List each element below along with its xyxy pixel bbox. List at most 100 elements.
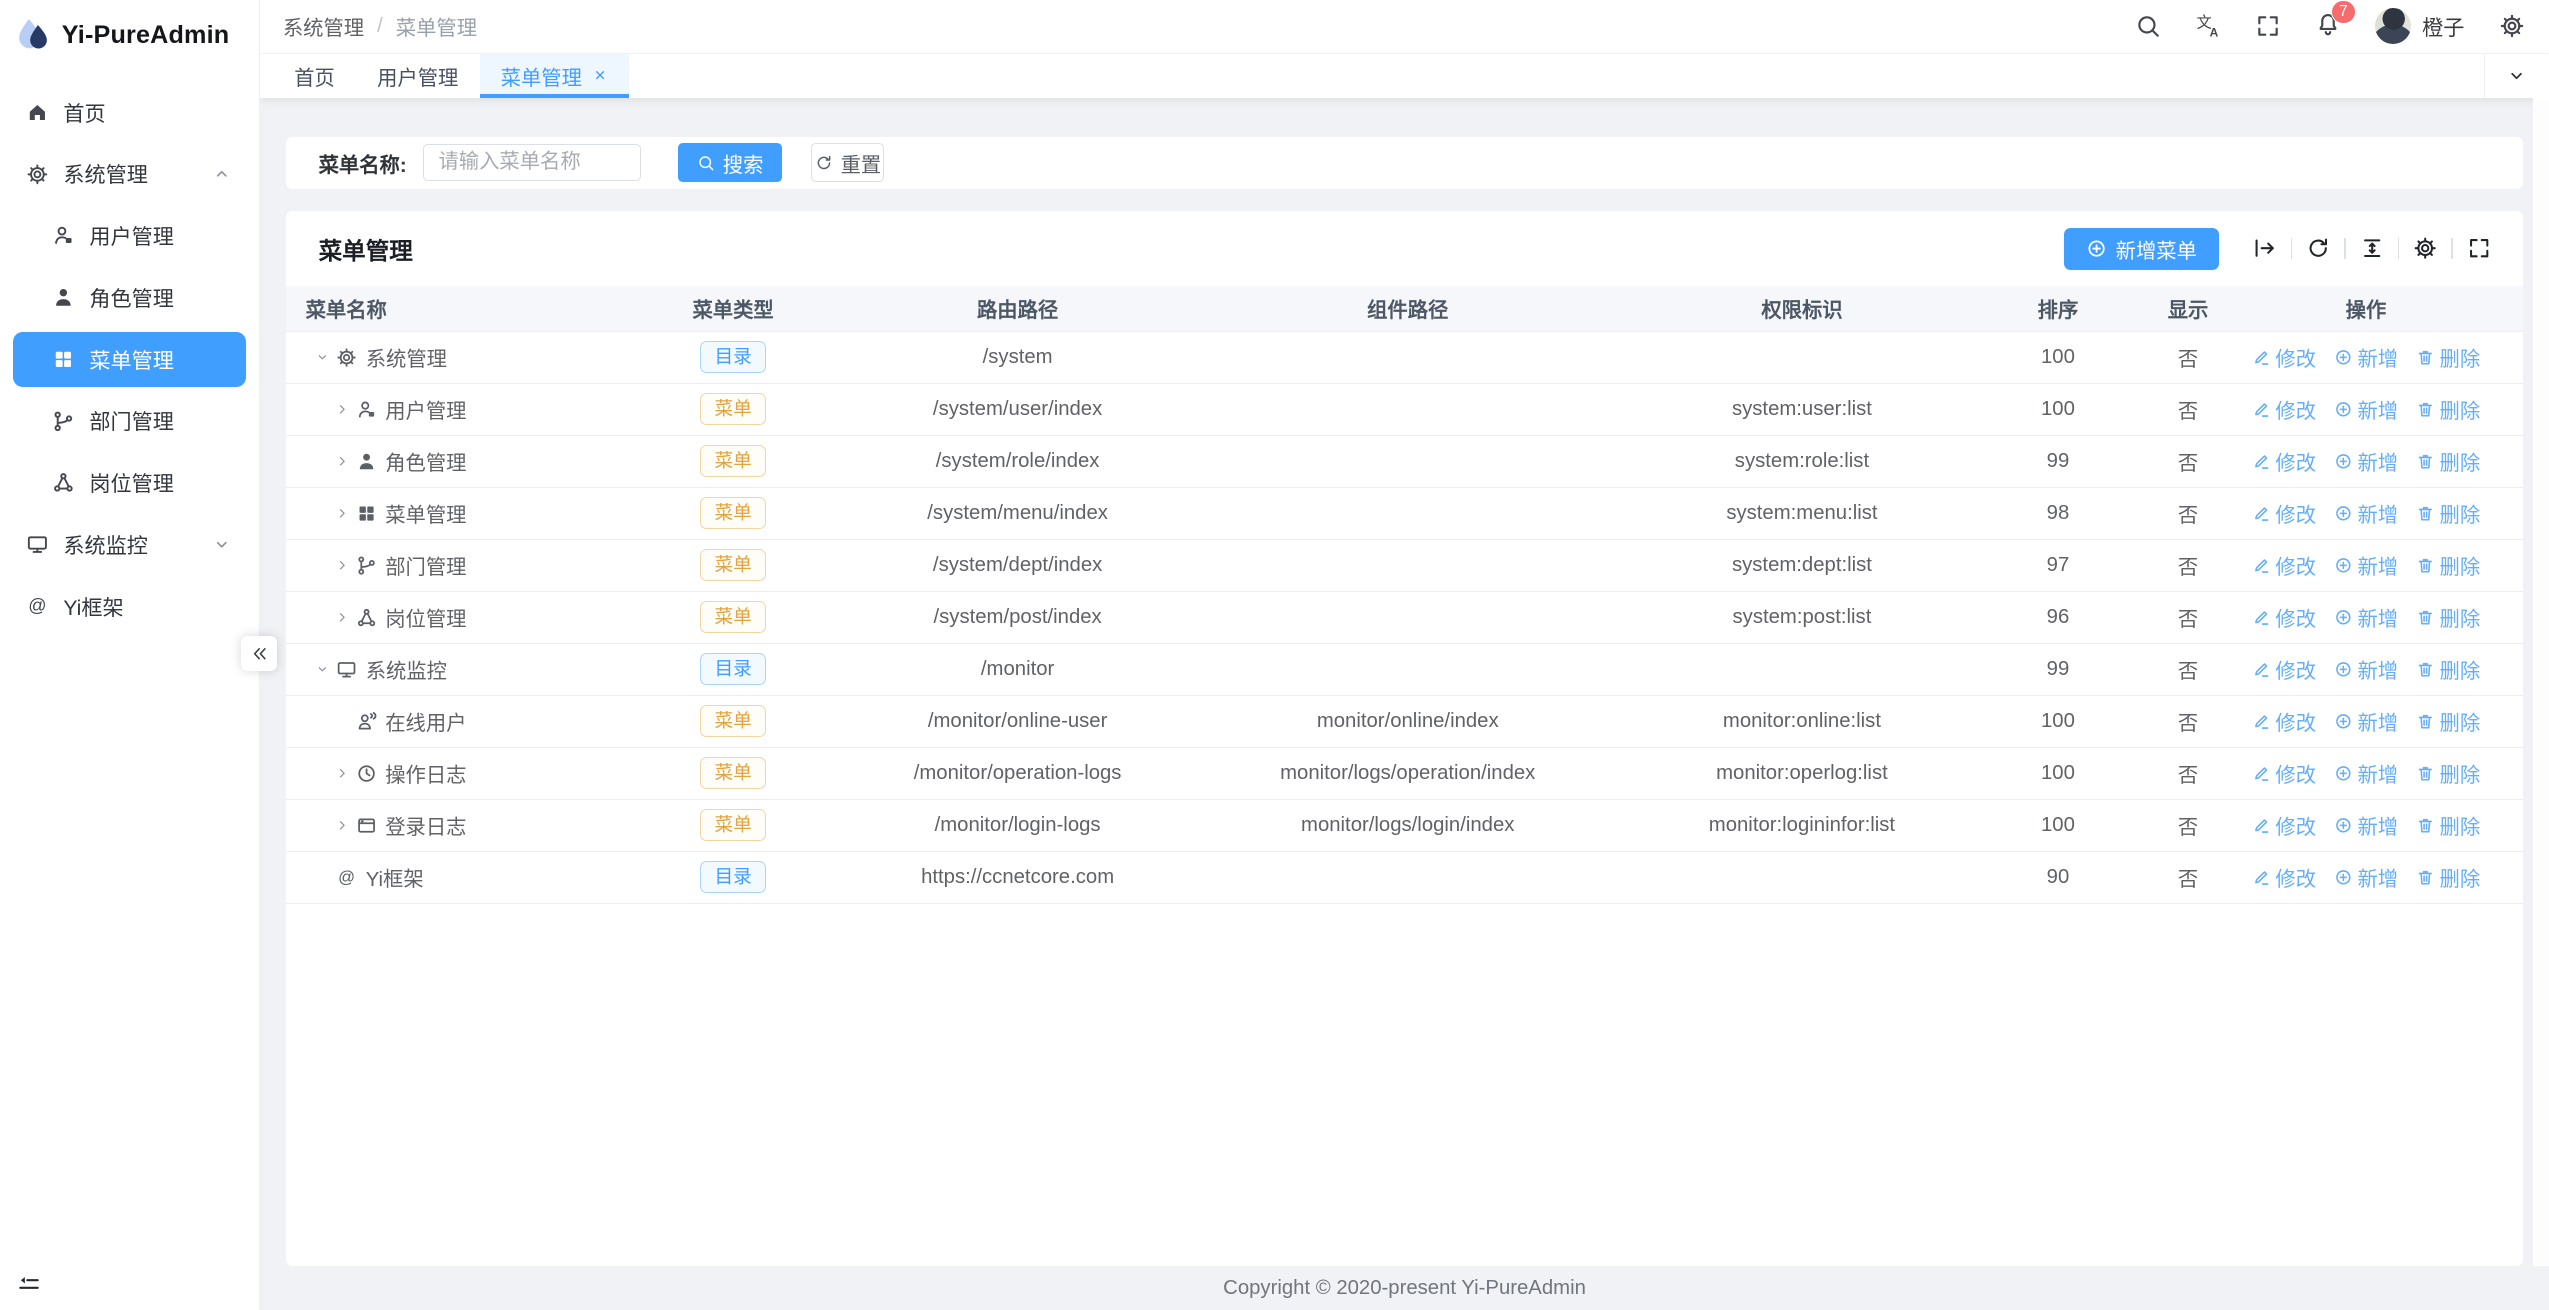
row-action-edit[interactable]: 修改 (2252, 342, 2316, 372)
footer: Copyright © 2020-present Yi-PureAdmin (260, 1266, 2549, 1310)
row-action-delete[interactable]: 删除 (2416, 550, 2480, 580)
row-action-edit[interactable]: 修改 (2252, 498, 2316, 528)
row-action-edit[interactable]: 修改 (2252, 446, 2316, 476)
chevron-right-icon[interactable] (335, 506, 350, 521)
chevron-right-icon[interactable] (335, 454, 350, 469)
density-icon-button[interactable] (2351, 228, 2393, 270)
row-action-add[interactable]: 新增 (2334, 602, 2398, 632)
row-action-edit[interactable]: 修改 (2252, 706, 2316, 736)
fullscreen-icon[interactable] (2255, 13, 2281, 39)
row-action-delete[interactable]: 删除 (2416, 602, 2480, 632)
chevron-right-icon[interactable] (335, 558, 350, 573)
row-action-edit[interactable]: 修改 (2252, 394, 2316, 424)
settings-gear-icon[interactable] (2499, 13, 2525, 39)
sidebar-collapse-button[interactable] (241, 635, 277, 672)
notifications-button[interactable]: 7 (2315, 0, 2356, 43)
bar-arrow-right-icon-button[interactable] (2243, 228, 2285, 270)
reset-button[interactable]: 重置 (811, 143, 885, 183)
close-icon[interactable] (592, 67, 608, 83)
row-action-delete[interactable]: 删除 (2416, 654, 2480, 684)
row-action-edit[interactable]: 修改 (2252, 550, 2316, 580)
row-action-delete[interactable]: 删除 (2416, 706, 2480, 736)
row-action-add[interactable]: 新增 (2334, 498, 2398, 528)
row-action-delete[interactable]: 删除 (2416, 862, 2480, 892)
sidebar-item-4[interactable]: 菜单管理 (13, 331, 247, 387)
menu-name: 系统监控 (365, 661, 447, 684)
row-action-add[interactable]: 新增 (2334, 394, 2398, 424)
menu-name-input[interactable] (422, 143, 641, 182)
visible-cell: 否 (2177, 557, 2199, 580)
row-action-add[interactable]: 新增 (2334, 758, 2398, 788)
settings-gear-icon-button[interactable] (2404, 228, 2446, 270)
route-cell: /monitor (980, 657, 1055, 680)
search-icon[interactable] (2135, 13, 2161, 39)
chevron-right-icon[interactable] (335, 818, 350, 833)
row-action-add[interactable]: 新增 (2334, 810, 2398, 840)
row-action-add[interactable]: 新增 (2334, 706, 2398, 736)
route-cell: /system/post/index (933, 605, 1102, 628)
user-menu[interactable]: 橙子 (2375, 8, 2464, 45)
chevron-down-icon[interactable] (315, 350, 330, 365)
chevron-down-icon[interactable] (315, 662, 330, 677)
fullscreen-icon-button[interactable] (2458, 228, 2500, 270)
breadcrumb-item-current[interactable]: 菜单管理 (395, 18, 478, 41)
row-action-edit[interactable]: 修改 (2252, 810, 2316, 840)
sidebar-item-6[interactable]: 岗位管理 (13, 455, 246, 510)
row-action-delete[interactable]: 删除 (2416, 810, 2480, 840)
row-action-add[interactable]: 新增 (2334, 654, 2398, 684)
row-action-edit[interactable]: 修改 (2252, 758, 2316, 788)
row-action-add[interactable]: 新增 (2334, 550, 2398, 580)
row-action-add[interactable]: 新增 (2334, 342, 2398, 372)
chevron-right-icon[interactable] (335, 610, 350, 625)
permission-cell: system:role:list (1734, 449, 1870, 472)
sidebar-item-5[interactable]: 部门管理 (13, 393, 246, 448)
refresh-icon-button[interactable] (2297, 228, 2339, 270)
row-action-edit[interactable]: 修改 (2252, 862, 2316, 892)
row-action-delete[interactable]: 删除 (2416, 342, 2480, 372)
breadcrumb-item[interactable]: 系统管理 (282, 18, 365, 41)
toolbar-divider (2451, 238, 2454, 260)
edit-icon (2252, 556, 2271, 575)
row-action-add[interactable]: 新增 (2334, 446, 2398, 476)
sidebar-item-3[interactable]: 角色管理 (13, 270, 246, 325)
component-cell: monitor/logs/login/index (1301, 813, 1515, 836)
row-action-edit[interactable]: 修改 (2252, 602, 2316, 632)
table-row: 登录日志 菜单/monitor/login-logs monitor/logs/lo… (286, 800, 2523, 852)
tabs-menu-button[interactable] (2483, 53, 2549, 98)
sidebar-item-2[interactable]: 用户管理 (13, 208, 246, 263)
menu-type-cell: 菜单 (603, 704, 863, 738)
row-action-delete[interactable]: 删除 (2416, 394, 2480, 424)
indent-fold-icon[interactable] (16, 1271, 42, 1297)
density-icon (2360, 236, 2384, 260)
search-button[interactable]: 搜索 (678, 143, 783, 183)
sidebar-item-7[interactable]: 系统监控 (13, 517, 246, 572)
row-action-edit[interactable]: 修改 (2252, 654, 2316, 684)
notification-badge: 7 (2331, 0, 2356, 25)
sidebar-item-1[interactable]: 系统管理 (13, 146, 246, 201)
menu-name-cell: 系统监控 (286, 654, 603, 684)
tab-1[interactable]: 用户管理 (356, 54, 480, 98)
tab-0[interactable]: 首页 (273, 54, 356, 98)
clock-icon (356, 763, 377, 784)
permission-cell: system:user:list (1731, 397, 1872, 420)
menu-name: 菜单管理 (385, 505, 467, 528)
visible-cell: 否 (2177, 817, 2199, 840)
row-action-delete[interactable]: 删除 (2416, 498, 2480, 528)
actions-cell: 修改 新增 删除 (2221, 654, 2512, 684)
row-action-add[interactable]: 新增 (2334, 862, 2398, 892)
add-menu-button[interactable]: 新增菜单 (2064, 227, 2220, 270)
row-action-delete[interactable]: 删除 (2416, 758, 2480, 788)
row-action-delete[interactable]: 删除 (2416, 446, 2480, 476)
route-cell: /monitor/online-user (927, 709, 1108, 732)
tab-2[interactable]: 菜单管理 (479, 53, 630, 98)
sidebar-item-0[interactable]: 首页 (13, 85, 246, 140)
trash-icon (2416, 660, 2435, 679)
actions-cell: 修改 新增 删除 (2221, 394, 2512, 424)
logo[interactable]: Yi-PureAdmin (0, 0, 259, 72)
menu-name-cell: 在线用户 (286, 706, 603, 736)
sidebar-item-8[interactable]: @ Yi框架 (13, 579, 246, 634)
chevron-right-icon[interactable] (335, 766, 350, 781)
chevron-right-icon[interactable] (335, 402, 350, 417)
